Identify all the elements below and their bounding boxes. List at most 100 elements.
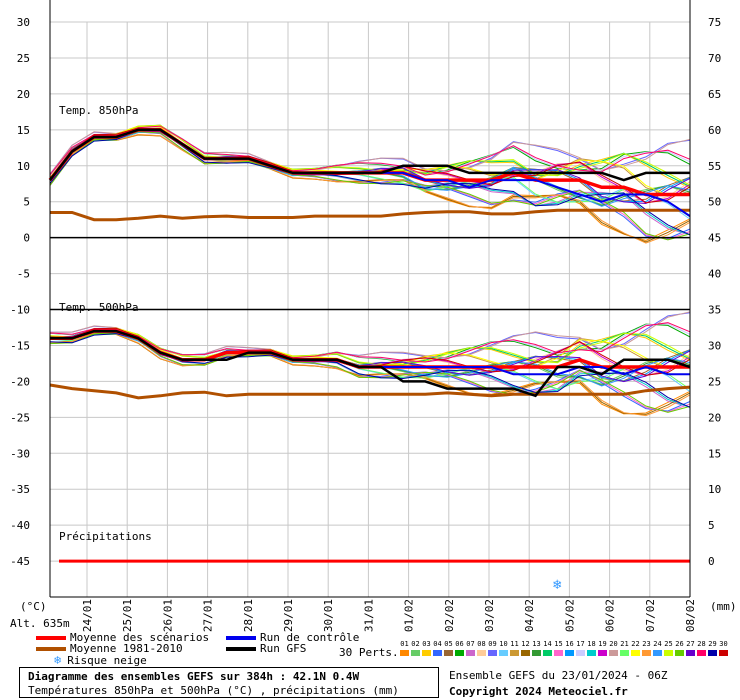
perturbation-number: 19 bbox=[598, 640, 607, 648]
left-tick-label: -5 bbox=[17, 268, 30, 281]
x-tick-label: 25/01 bbox=[121, 599, 134, 632]
perturbation-line-14 bbox=[49, 328, 691, 366]
perturbation-legend-item: 05 bbox=[443, 640, 454, 656]
right-tick-label: 60 bbox=[708, 124, 721, 137]
legend-item-gfs: Run GFS bbox=[226, 642, 306, 655]
perturbation-legend-item: 24 bbox=[652, 640, 663, 656]
perturbation-swatch bbox=[543, 650, 552, 656]
x-tick-label: 31/01 bbox=[362, 599, 375, 632]
perturbation-swatch bbox=[532, 650, 541, 656]
series-line-t500-7 bbox=[50, 329, 691, 398]
perturbation-legend-item: 04 bbox=[432, 640, 443, 656]
legend-label-control: Run de contrôle bbox=[260, 631, 360, 644]
x-tick-label: 04/02 bbox=[523, 599, 536, 632]
left-tick-label: 0 bbox=[23, 232, 30, 245]
label-precip: Précipitations bbox=[59, 530, 152, 543]
perturbation-number: 23 bbox=[642, 640, 651, 648]
footer-subtitle: Températures 850hPa et 500hPa (°C) , pré… bbox=[28, 684, 399, 697]
perturbation-swatch bbox=[686, 650, 695, 656]
perturbation-legend-item: 08 bbox=[476, 640, 487, 656]
perturbation-number: 17 bbox=[576, 640, 585, 648]
perturbation-number: 04 bbox=[433, 640, 442, 648]
x-tick-label: 07/02 bbox=[644, 599, 657, 632]
perturbation-swatch bbox=[609, 650, 618, 656]
perturbation-legend-item: 26 bbox=[674, 640, 685, 656]
perturbation-swatch bbox=[554, 650, 563, 656]
perturbation-legend-item: 12 bbox=[520, 640, 531, 656]
legend-label-mean: Moyenne des scénarios bbox=[70, 631, 210, 644]
perturbation-swatch bbox=[499, 650, 508, 656]
perturbation-line-13 bbox=[49, 130, 691, 207]
perturbation-swatch bbox=[433, 650, 442, 656]
perturbation-swatch bbox=[708, 650, 717, 656]
perturbation-legend-item: 03 bbox=[421, 640, 432, 656]
perturbation-number: 01 bbox=[400, 640, 409, 648]
perturbation-legend-item: 13 bbox=[531, 640, 542, 656]
x-tick-label: 27/01 bbox=[202, 599, 215, 632]
perturbation-legend-item: 01 bbox=[399, 640, 410, 656]
perturbation-swatch bbox=[477, 650, 486, 656]
altitude-label: Alt. 635m bbox=[10, 617, 70, 630]
perturbation-number: 22 bbox=[631, 640, 640, 648]
perturbation-legend-item: 17 bbox=[575, 640, 586, 656]
perturbation-legend-item: 21 bbox=[619, 640, 630, 656]
perturbation-line-23 bbox=[49, 133, 691, 244]
perturbation-swatch bbox=[631, 650, 640, 656]
right-unit-label: (mm) bbox=[710, 600, 737, 613]
perturbation-number: 06 bbox=[455, 640, 464, 648]
x-tick-labels: 24/01 25/01 26/01 27/01 28/01 29/01 30/01 31/01… bbox=[81, 599, 697, 632]
perturbation-number: 20 bbox=[609, 640, 618, 648]
perturbation-number: 14 bbox=[543, 640, 552, 648]
right-tick-label: 70 bbox=[708, 52, 721, 65]
x-tick-label: 06/02 bbox=[604, 599, 617, 632]
left-tick-label: -35 bbox=[10, 483, 30, 496]
footer-box: Diagramme des ensembles GEFS sur 384h : … bbox=[19, 667, 439, 698]
main-series bbox=[48, 128, 691, 563]
perturbation-swatch bbox=[510, 650, 519, 656]
perturbation-legend-item: 20 bbox=[608, 640, 619, 656]
right-tick-label: 15 bbox=[708, 447, 721, 460]
legend-label-climate: Moyenne 1981-2010 bbox=[70, 642, 183, 655]
perturbation-number: 02 bbox=[411, 640, 420, 648]
perturbation-number: 11 bbox=[510, 640, 519, 648]
perturbation-legend-item: 23 bbox=[641, 640, 652, 656]
legend-item-climate: Moyenne 1981-2010 bbox=[36, 642, 183, 655]
legend-item-control: Run de contrôle bbox=[226, 631, 359, 644]
perturbation-legend-item: 29 bbox=[707, 640, 718, 656]
x-tick-label: 28/01 bbox=[242, 599, 255, 632]
legend-label-gfs: Run GFS bbox=[260, 642, 307, 655]
perturbation-swatch bbox=[422, 650, 431, 656]
right-tick-label: 5 bbox=[708, 519, 715, 532]
left-tick-label: -40 bbox=[10, 519, 30, 532]
perturbation-line-27 bbox=[49, 328, 691, 383]
perturbation-line-17 bbox=[49, 125, 691, 176]
perturbations-label: 30 Perts. bbox=[339, 646, 399, 659]
perturbation-number: 09 bbox=[488, 640, 497, 648]
perturbation-legend-item: 11 bbox=[509, 640, 520, 656]
right-tick-label: 10 bbox=[708, 483, 721, 496]
right-tick-label: 25 bbox=[708, 375, 721, 388]
perturbation-legend-item: 27 bbox=[685, 640, 696, 656]
perturbation-swatch bbox=[576, 650, 585, 656]
perturbation-line-25 bbox=[49, 124, 691, 186]
perturbation-number: 24 bbox=[653, 640, 662, 648]
legend-item-mean: Moyenne des scénarios bbox=[36, 631, 209, 644]
perturbation-number: 12 bbox=[521, 640, 530, 648]
left-tick-label: 15 bbox=[17, 124, 30, 137]
perturbation-swatch bbox=[444, 650, 453, 656]
series-line-t500-5 bbox=[49, 383, 691, 400]
x-tick-label: 05/02 bbox=[563, 599, 576, 632]
x-tick-label: 24/01 bbox=[81, 599, 94, 632]
right-tick-label: 50 bbox=[708, 196, 721, 209]
right-tick-label: 35 bbox=[708, 304, 721, 317]
perturbation-number: 10 bbox=[499, 640, 508, 648]
legend-swatch-control bbox=[226, 636, 256, 640]
perturbation-swatch bbox=[521, 650, 530, 656]
right-tick-label: 40 bbox=[708, 268, 721, 281]
perturbation-legend-item: 19 bbox=[597, 640, 608, 656]
perturbation-legend-item: 07 bbox=[465, 640, 476, 656]
perturbation-line-28 bbox=[49, 125, 691, 176]
perturbation-number: 26 bbox=[675, 640, 684, 648]
legend-item-snow: ❄ Risque neige bbox=[54, 653, 147, 667]
